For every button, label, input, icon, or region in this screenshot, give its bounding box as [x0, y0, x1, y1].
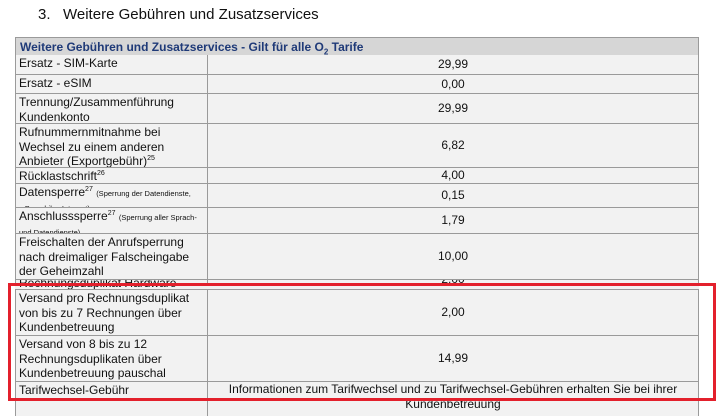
row-label: Versand pro Rechnungsduplikat von bis zu…	[15, 290, 208, 335]
row-value: 29,99	[208, 94, 699, 123]
footnote-ref: 27	[107, 210, 116, 217]
footnote-ref: 26	[97, 170, 105, 177]
footnote-ref: 25	[147, 155, 155, 162]
heading-text: Weitere Gebühren und Zusatzservices	[63, 6, 319, 23]
row-value: 10,00	[208, 234, 699, 279]
table-row: Ersatz - eSIM 0,00	[15, 75, 699, 94]
row-value: 2,00	[208, 290, 699, 335]
row-value: 14,99	[208, 336, 699, 381]
label-text: Anschlusssperre	[19, 209, 108, 223]
table-row: Freischalten der Anrufsperrung nach drei…	[15, 234, 699, 280]
footnote-ref: 27	[85, 186, 93, 193]
row-label: Datensperre27 (Sperrung der Datendienste…	[15, 184, 208, 207]
table-row: Trennung/Zusammenführung Kundenkonto 29,9…	[15, 94, 699, 124]
table-row: Versand pro Rechnungsduplikat von bis zu…	[15, 290, 699, 336]
heading: 3. Weitere Gebühren und Zusatzservices	[38, 6, 319, 23]
table-row: Ersatz - SIM-Karte 29,99	[15, 55, 699, 75]
label-note: (Sperrung aller Sprach- und Datendienste…	[19, 213, 197, 234]
label-text: Freischalten der Anrufsperrung nach drei…	[19, 235, 190, 278]
table-header: Weitere Gebühren und Zusatzservices - Gi…	[15, 37, 699, 56]
label-text: Trennung/Zusammenführung Kundenkonto	[19, 95, 174, 124]
header-subscript: 2	[323, 47, 329, 57]
label-text: Ersatz - eSIM	[19, 76, 92, 90]
label-text: Rücklastschrift	[19, 169, 98, 183]
label-text: Tarifwechsel-Gebühr	[19, 383, 130, 397]
highlight-box	[8, 283, 716, 401]
row-label: Ersatz - SIM-Karte	[15, 55, 208, 74]
row-value: 29,99	[208, 55, 699, 74]
row-label: Rücklastschrift26	[15, 168, 208, 183]
header-suffix: Tarife	[328, 40, 364, 54]
row-value: 1,79	[208, 208, 699, 233]
table-row: Datensperre27 (Sperrung der Datendienste…	[15, 184, 699, 208]
label-note: (Sperrung der Datendienste, z.B. mobiles…	[19, 189, 191, 208]
row-value: 4,00	[208, 168, 699, 183]
row-value: 6,82	[208, 124, 699, 167]
label-text: Versand pro Rechnungsduplikat von bis zu…	[19, 291, 190, 334]
row-label: Versand von 8 bis zu 12 Rechnungsduplika…	[15, 336, 208, 381]
heading-number: 3.	[38, 6, 51, 23]
label-text: Versand von 8 bis zu 12 Rechnungsduplika…	[19, 337, 166, 380]
label-text: Datensperre	[19, 185, 86, 199]
row-label: Trennung/Zusammenführung Kundenkonto	[15, 94, 208, 123]
label-text: Ersatz - SIM-Karte	[19, 56, 118, 70]
row-label: Anschlusssperre27 (Sperrung aller Sprach…	[15, 208, 208, 233]
row-label: Ersatz - eSIM	[15, 75, 208, 93]
row-label: Freischalten der Anrufsperrung nach drei…	[15, 234, 208, 279]
row-value: 0,15	[208, 184, 699, 207]
row-value: 0,00	[208, 75, 699, 93]
table-row: Rufnummernmitnahme bei Wechsel zu einem …	[15, 124, 699, 168]
row-label: Rufnummernmitnahme bei Wechsel zu einem …	[15, 124, 208, 167]
table-row: Versand von 8 bis zu 12 Rechnungsduplika…	[15, 336, 699, 382]
label-text: Rufnummernmitnahme bei Wechsel zu einem …	[19, 125, 165, 168]
table-row: Anschlusssperre27 (Sperrung aller Sprach…	[15, 208, 699, 234]
table-row: Rücklastschrift26 4,00	[15, 168, 699, 184]
header-text: Weitere Gebühren und Zusatzservices - Gi…	[20, 40, 324, 54]
